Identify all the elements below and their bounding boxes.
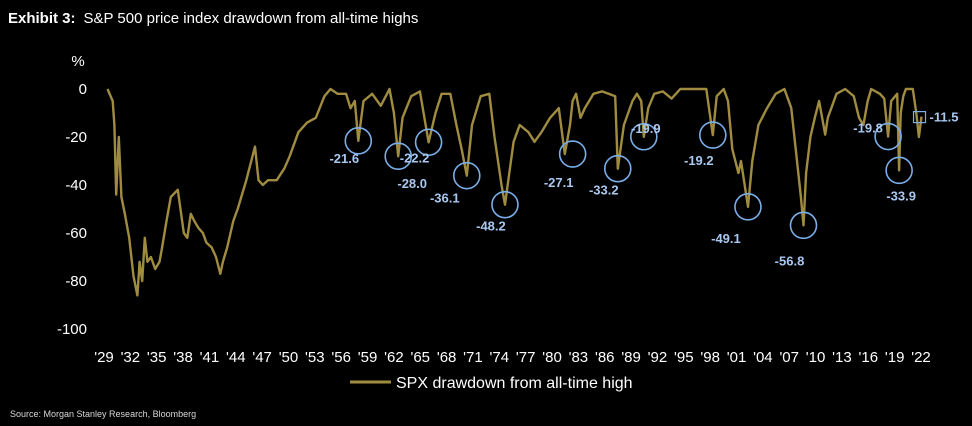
legend: SPX drawdown from all-time high (350, 375, 633, 392)
annotation-circle (558, 140, 587, 168)
annotation-circle (630, 122, 658, 151)
y-axis: % 0 -20 -40 -60 -80 -100 (57, 53, 87, 338)
annotation-circle (452, 161, 481, 190)
source-note: Source: Morgan Stanley Research, Bloombe… (10, 409, 197, 419)
y-tick-label: -60 (65, 225, 87, 242)
annotation-circle (384, 142, 413, 170)
chart-title: Exhibit 3: S&P 500 price index drawdown f… (8, 10, 418, 27)
series-line (106, 87, 923, 297)
x-tick-label: '50 (279, 349, 299, 366)
x-tick-label: '47 (252, 349, 272, 366)
annotation-circle (874, 122, 902, 151)
annotation-marker (912, 110, 927, 124)
legend-label: SPX drawdown from all-time high (396, 375, 633, 392)
x-tick-label: '74 (490, 349, 510, 366)
annotation-label: -11.5 (930, 110, 959, 125)
annotation-label: -33.9 (886, 188, 916, 203)
y-tick-label: -40 (65, 177, 87, 194)
annotation-circle (603, 154, 632, 183)
x-tick-label: '71 (463, 349, 483, 366)
x-tick-label: '32 (121, 349, 141, 366)
x-tick-label: '98 (700, 349, 720, 366)
x-tick-label: '77 (516, 349, 536, 366)
x-tick-label: '44 (226, 349, 246, 366)
annotation-label: -22.2 (400, 150, 430, 165)
y-tick-label: -20 (65, 129, 87, 146)
x-tick-label: '56 (331, 349, 351, 366)
x-tick-label: '53 (305, 349, 325, 366)
x-tick-label: '68 (437, 349, 457, 366)
x-tick-label: '86 (595, 349, 615, 366)
x-tick-label: '13 (832, 349, 852, 366)
y-axis-unit: % (71, 53, 84, 70)
x-tick-label: '22 (911, 349, 931, 366)
y-tick-label: -80 (65, 273, 87, 290)
title-text: S&P 500 price index drawdown from all-ti… (83, 10, 419, 27)
annotation-label: -19.9 (631, 121, 661, 136)
x-tick-label: '80 (542, 349, 562, 366)
x-tick-label: '95 (674, 349, 694, 366)
y-tick-label: -100 (57, 321, 87, 338)
x-tick-label: '10 (806, 349, 826, 366)
x-tick-label: '19 (885, 349, 905, 366)
x-tick-label: '38 (173, 349, 193, 366)
x-tick-label: '29 (94, 349, 114, 366)
annotation-circle (699, 121, 727, 149)
x-tick-label: '04 (753, 349, 773, 366)
annotation-label: -27.1 (544, 175, 574, 190)
annotation-circle (344, 127, 373, 155)
series-layer (106, 87, 923, 297)
x-tick-label: '16 (859, 349, 879, 366)
annotation-label: -48.2 (476, 219, 506, 234)
annotation-circle (734, 193, 762, 221)
annotation-label: -19.2 (684, 153, 714, 168)
annotation-label: -21.6 (329, 151, 359, 166)
x-axis: '29 '32 '35 '38 '41 '44 '47 '50 '53 '56 '59 '62 '65 '… (94, 349, 931, 366)
exhibit-label: Exhibit 3: (8, 10, 76, 27)
annotation-label: -36.1 (430, 191, 460, 206)
annotation-label: -56.8 (775, 253, 805, 268)
y-tick-label: 0 (79, 81, 87, 98)
x-tick-label: '01 (727, 349, 747, 366)
annotation-label: -49.1 (711, 231, 741, 246)
x-tick-label: '83 (569, 349, 589, 366)
x-tick-label: '07 (779, 349, 799, 366)
x-tick-label: '92 (648, 349, 668, 366)
x-tick-label: '65 (410, 349, 430, 366)
annotation-label: -33.2 (589, 183, 619, 198)
annotations-layer: -21.6 -28.0 -22.2 -36.1 -48.2 -27.1 -33.2 -19.9… (329, 110, 958, 269)
annotation-circle (885, 156, 913, 185)
x-tick-label: '59 (358, 349, 378, 366)
x-tick-label: '41 (200, 349, 220, 366)
annotation-circle (789, 211, 818, 240)
annotation-label: -19.8 (853, 121, 883, 136)
x-tick-label: '89 (621, 349, 641, 366)
x-tick-label: '62 (384, 349, 404, 366)
annotation-circle (491, 190, 519, 219)
annotation-circle (414, 128, 443, 157)
x-tick-label: '35 (147, 349, 167, 366)
annotation-label: -28.0 (397, 176, 427, 191)
